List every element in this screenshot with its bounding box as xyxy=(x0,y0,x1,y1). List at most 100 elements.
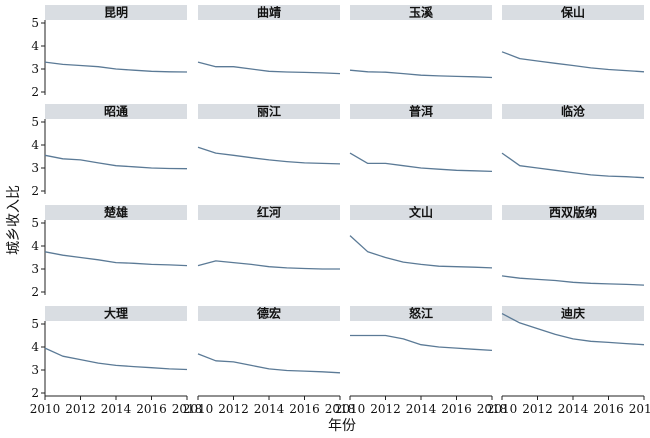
y-tick-label: 5 xyxy=(31,317,39,331)
panel-title-strip xyxy=(198,306,340,321)
x-tick-label: 2014 xyxy=(254,402,285,416)
panel-title: 红河 xyxy=(257,205,281,220)
panel: 丽江 xyxy=(197,104,341,165)
x-tick-label: 2018 xyxy=(325,402,356,416)
panel-title-strip xyxy=(350,104,492,119)
series-line xyxy=(44,154,188,170)
panel-title: 德宏 xyxy=(257,306,281,321)
x-tick-label: 2012 xyxy=(522,402,553,416)
x-tick-label: 2010 xyxy=(183,402,214,416)
y-tick-label: 4 xyxy=(31,138,39,152)
panel-title-strip xyxy=(45,306,187,321)
panel-title-strip xyxy=(350,5,492,20)
panel-title: 临沧 xyxy=(561,104,585,119)
panel-title: 迪庆 xyxy=(561,306,585,321)
x-tick-label: 2014 xyxy=(558,402,589,416)
x-tick-label: 2016 xyxy=(593,402,624,416)
panel: 迪庆 2010 2012 2014 2016 2018 xyxy=(487,306,650,417)
x-tick-label: 2016 xyxy=(289,402,320,416)
x-tick-label: 2018 xyxy=(629,402,650,416)
panel-title: 玉溪 xyxy=(409,5,434,20)
y-tick-label: 3 xyxy=(31,161,39,175)
panel-title-strip xyxy=(350,205,492,220)
panel: 保山 xyxy=(501,5,645,73)
panel-title-strip xyxy=(502,5,644,20)
x-tick-label: 2016 xyxy=(136,402,167,416)
panel-title-strip xyxy=(502,306,644,321)
series-line xyxy=(197,61,341,75)
series-line xyxy=(197,146,341,165)
x-tick-label: 2014 xyxy=(101,402,132,416)
panel: 普洱 xyxy=(349,104,493,173)
y-tick-label: 3 xyxy=(31,363,39,377)
panel-title: 曲靖 xyxy=(257,5,281,20)
panel-title: 楚雄 xyxy=(103,205,128,220)
x-tick-label: 2010 xyxy=(335,402,366,416)
y-axis-title: 城乡收入比 xyxy=(6,185,22,255)
panel-title-strip xyxy=(198,5,340,20)
panel-title-strip xyxy=(45,5,187,20)
panel-title: 怒江 xyxy=(409,306,433,321)
panel: 文山 xyxy=(349,205,493,269)
series-line xyxy=(350,334,493,352)
panel: 玉溪 xyxy=(349,5,493,79)
y-tick-label: 5 xyxy=(31,16,39,30)
series-line xyxy=(501,313,645,346)
x-tick-label: 2010 xyxy=(487,402,518,416)
series-line xyxy=(501,152,645,179)
x-tick-label: 2012 xyxy=(370,402,401,416)
panel: 德宏 2010 2012 2014 2016 2018 xyxy=(183,306,356,417)
y-tick-label: 4 xyxy=(31,39,39,53)
y-tick-label: 2 xyxy=(31,85,39,99)
panel-title: 大理 xyxy=(104,306,128,321)
series-line xyxy=(44,347,188,371)
x-axis-title: 年份 xyxy=(328,418,356,434)
panel-title-strip xyxy=(45,104,187,119)
panel-title: 丽江 xyxy=(257,104,281,119)
series-line xyxy=(349,235,493,269)
x-tick-label: 2018 xyxy=(172,402,203,416)
series-line xyxy=(349,152,493,173)
series-line xyxy=(44,61,188,73)
y-tick-label: 5 xyxy=(31,115,39,129)
series-line xyxy=(501,51,645,73)
panel-title-strip xyxy=(502,104,644,119)
y-tick-label: 2 xyxy=(31,386,39,400)
panel-title: 文山 xyxy=(409,205,433,220)
panel-title-strip xyxy=(198,104,340,119)
panel: 怒江 2010 2012 2014 2016 2018 xyxy=(335,306,508,417)
y-tick-label: 3 xyxy=(31,62,39,76)
panel-title-strip xyxy=(198,205,340,220)
y-tick-label: 5 xyxy=(31,216,39,230)
panel: 大理 2 3 4 5 2010 2012 2014 2016 2018 xyxy=(30,306,203,417)
panel-title: 昆明 xyxy=(104,6,128,20)
series-line xyxy=(197,260,340,270)
panel: 临沧 xyxy=(501,104,645,179)
panel-title: 保山 xyxy=(560,5,585,20)
series-line xyxy=(197,353,341,374)
panel: 昭通 2 3 4 5 xyxy=(31,104,188,198)
series-line xyxy=(501,275,645,286)
panel-title-strip xyxy=(45,205,187,220)
x-tick-label: 2014 xyxy=(406,402,437,416)
y-tick-label: 4 xyxy=(31,239,39,253)
x-tick-label: 2012 xyxy=(65,402,96,416)
y-tick-label: 3 xyxy=(31,262,39,276)
x-tick-label: 2016 xyxy=(441,402,472,416)
panel: 楚雄 2 3 4 5 xyxy=(31,205,188,299)
panel-title: 昭通 xyxy=(104,104,128,119)
x-tick-label: 2012 xyxy=(218,402,249,416)
panel: 曲靖 xyxy=(197,5,341,75)
x-tick-label: 2010 xyxy=(30,402,61,416)
y-tick-label: 4 xyxy=(31,340,39,354)
panel: 昆明 2 3 4 5 xyxy=(31,5,188,99)
panel-title-strip xyxy=(350,306,492,321)
y-tick-label: 2 xyxy=(31,184,39,198)
panel-title-strip xyxy=(502,205,644,220)
x-tick-label: 2018 xyxy=(477,402,508,416)
series-line xyxy=(349,69,493,79)
y-tick-label: 2 xyxy=(31,285,39,299)
panel: 红河 xyxy=(197,205,340,270)
